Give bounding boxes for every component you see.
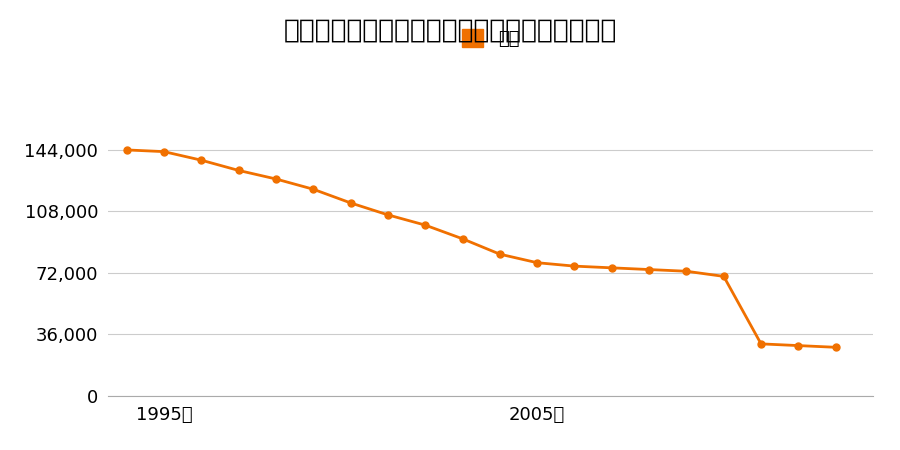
- Legend: 価格: 価格: [454, 22, 526, 55]
- Text: 群馬県前橋市岩神町２丁目７１９番の地価推移: 群馬県前橋市岩神町２丁目７１９番の地価推移: [284, 18, 616, 44]
